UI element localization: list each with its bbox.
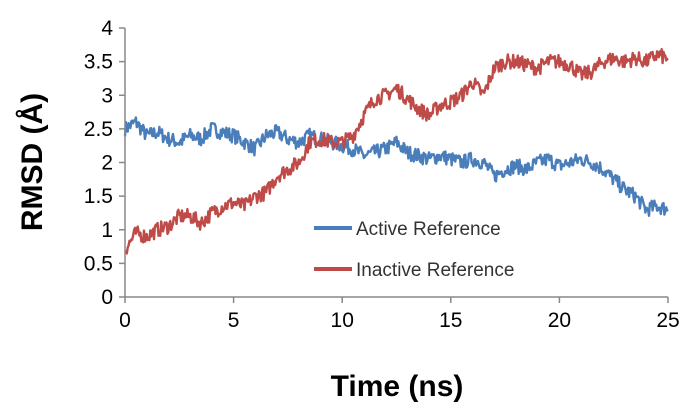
- plot-lines: [123, 48, 669, 255]
- x-tick-label: 5: [228, 309, 240, 332]
- y-tick-label: 3: [101, 84, 113, 107]
- x-axis-title: Time (ns): [331, 370, 464, 403]
- legend: Active Reference Inactive Reference: [314, 219, 514, 281]
- legend-label: Active Reference: [356, 219, 501, 240]
- x-tick-label: 10: [331, 309, 354, 332]
- y-tick-label: 0: [101, 286, 113, 309]
- y-tick-label: 1: [101, 219, 113, 242]
- y-tick-label: 2.5: [84, 118, 113, 141]
- y-tick-label: 3.5: [84, 51, 113, 74]
- y-tick-label: 0.5: [84, 252, 113, 275]
- x-tick-label: 25: [656, 309, 679, 332]
- axes: [119, 27, 669, 303]
- legend-label: Inactive Reference: [356, 260, 514, 281]
- x-tick-label: 15: [439, 309, 462, 332]
- y-axis-title: RMSD (Å): [16, 93, 49, 231]
- y-tick-label: 1.5: [84, 185, 113, 208]
- x-tick-label: 20: [548, 309, 571, 332]
- series-line-inactive-reference: [124, 48, 669, 255]
- y-tick-label: 2: [101, 152, 113, 175]
- series-line-active-reference: [123, 116, 669, 218]
- tick-labels: 0 0.5 1 1.5 2 2.5 3 3.5 4 0 5 10 15 20 25: [84, 17, 680, 332]
- y-tick-label: 4: [101, 17, 113, 40]
- x-tick-label: 0: [119, 309, 131, 332]
